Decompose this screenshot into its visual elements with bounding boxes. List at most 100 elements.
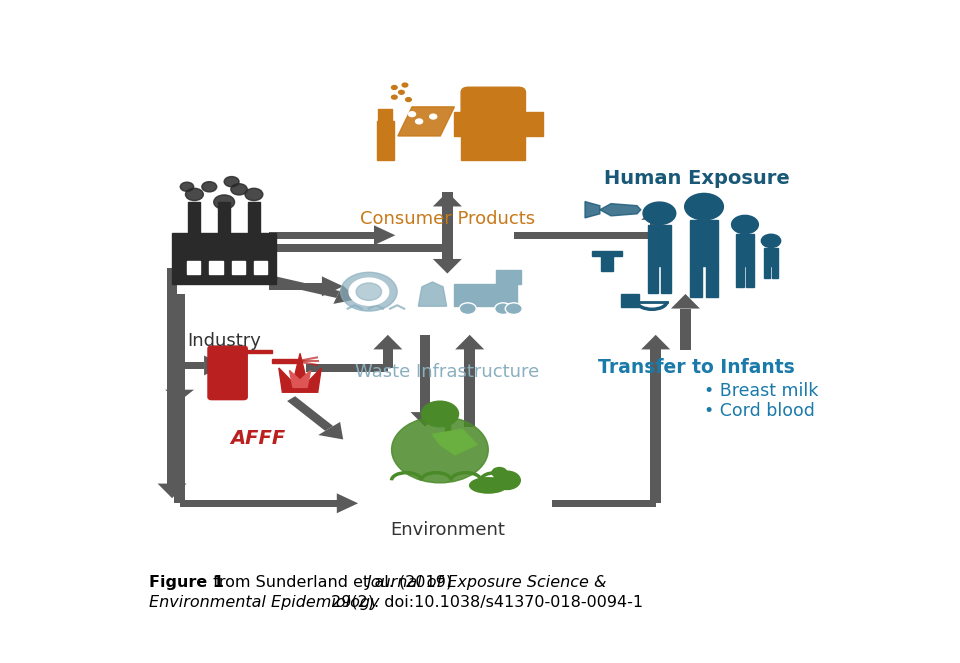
Bar <box>764 266 770 278</box>
Circle shape <box>459 303 476 314</box>
Polygon shape <box>204 355 225 375</box>
Circle shape <box>684 194 724 220</box>
Text: AFFF: AFFF <box>230 429 285 448</box>
Bar <box>378 109 393 121</box>
Polygon shape <box>433 259 462 274</box>
Bar <box>648 225 671 266</box>
Bar <box>592 251 622 256</box>
Circle shape <box>356 283 381 300</box>
Circle shape <box>430 114 437 119</box>
Circle shape <box>409 112 416 117</box>
Circle shape <box>494 303 512 314</box>
Bar <box>735 234 755 266</box>
Text: Human Exposure: Human Exposure <box>604 169 789 188</box>
Ellipse shape <box>469 478 507 493</box>
Polygon shape <box>411 412 440 427</box>
Circle shape <box>505 303 522 314</box>
Polygon shape <box>442 192 453 259</box>
Polygon shape <box>287 396 333 431</box>
Circle shape <box>732 215 758 234</box>
Polygon shape <box>174 294 185 503</box>
Text: • Breast milk: • Breast milk <box>704 382 819 400</box>
Text: Waste Infrastructure: Waste Infrastructure <box>355 363 540 381</box>
Circle shape <box>230 184 248 195</box>
Polygon shape <box>278 353 322 392</box>
Polygon shape <box>322 276 344 296</box>
Polygon shape <box>650 349 661 503</box>
Polygon shape <box>373 335 402 349</box>
Text: Environmental Epidemiology: Environmental Epidemiology <box>149 595 379 610</box>
Polygon shape <box>680 308 691 350</box>
Bar <box>209 261 223 274</box>
Circle shape <box>416 119 422 124</box>
Text: Environment: Environment <box>390 521 505 539</box>
Bar <box>661 266 671 294</box>
Bar <box>253 261 267 274</box>
Bar <box>764 247 778 266</box>
Polygon shape <box>397 107 454 136</box>
Circle shape <box>406 97 411 101</box>
Circle shape <box>245 188 263 200</box>
Bar <box>454 284 517 306</box>
Bar <box>187 261 201 274</box>
Circle shape <box>392 86 397 90</box>
Text: Industry: Industry <box>187 332 261 350</box>
Bar <box>746 266 755 287</box>
Bar <box>231 261 245 274</box>
Circle shape <box>493 471 520 489</box>
Bar <box>272 359 297 363</box>
Bar <box>735 266 744 287</box>
Polygon shape <box>269 245 447 252</box>
Bar <box>218 202 230 233</box>
Circle shape <box>421 401 459 427</box>
Polygon shape <box>442 206 453 248</box>
Circle shape <box>214 195 234 210</box>
Bar <box>690 220 717 266</box>
Polygon shape <box>585 202 600 218</box>
Text: Journal of Exposure Science &: Journal of Exposure Science & <box>367 575 608 590</box>
Polygon shape <box>671 294 700 308</box>
Polygon shape <box>419 282 446 306</box>
Polygon shape <box>167 269 178 483</box>
Polygon shape <box>267 275 340 298</box>
Polygon shape <box>433 192 462 206</box>
Circle shape <box>392 416 489 483</box>
Bar <box>188 202 201 233</box>
Circle shape <box>341 272 397 311</box>
Polygon shape <box>269 231 374 239</box>
Polygon shape <box>290 371 311 387</box>
Circle shape <box>402 83 408 87</box>
Polygon shape <box>374 225 396 245</box>
Bar <box>172 233 276 284</box>
Bar <box>445 414 449 445</box>
Bar <box>376 121 395 160</box>
Bar <box>244 349 272 353</box>
Text: Figure 1: Figure 1 <box>149 575 224 590</box>
Bar <box>454 112 472 136</box>
Text: Consumer Products: Consumer Products <box>360 210 535 227</box>
Circle shape <box>398 90 404 94</box>
Polygon shape <box>333 285 358 304</box>
Bar <box>772 266 778 278</box>
Circle shape <box>202 182 217 192</box>
Polygon shape <box>515 231 656 239</box>
Circle shape <box>643 202 676 225</box>
Bar <box>525 112 542 136</box>
Polygon shape <box>269 282 322 290</box>
Circle shape <box>185 188 204 200</box>
Polygon shape <box>420 335 430 412</box>
Text: • Cord blood: • Cord blood <box>704 402 815 420</box>
Bar <box>621 294 638 307</box>
Text: 29(2). doi:10.1038/s41370-018-0094-1: 29(2). doi:10.1038/s41370-018-0094-1 <box>326 595 643 610</box>
Circle shape <box>349 278 389 305</box>
Polygon shape <box>180 362 204 369</box>
Polygon shape <box>157 483 186 498</box>
Circle shape <box>392 95 397 99</box>
Polygon shape <box>306 365 388 372</box>
Polygon shape <box>465 349 475 427</box>
Bar <box>462 112 525 160</box>
Polygon shape <box>432 429 477 455</box>
Polygon shape <box>173 277 202 284</box>
Polygon shape <box>551 500 656 507</box>
Bar <box>496 270 521 284</box>
